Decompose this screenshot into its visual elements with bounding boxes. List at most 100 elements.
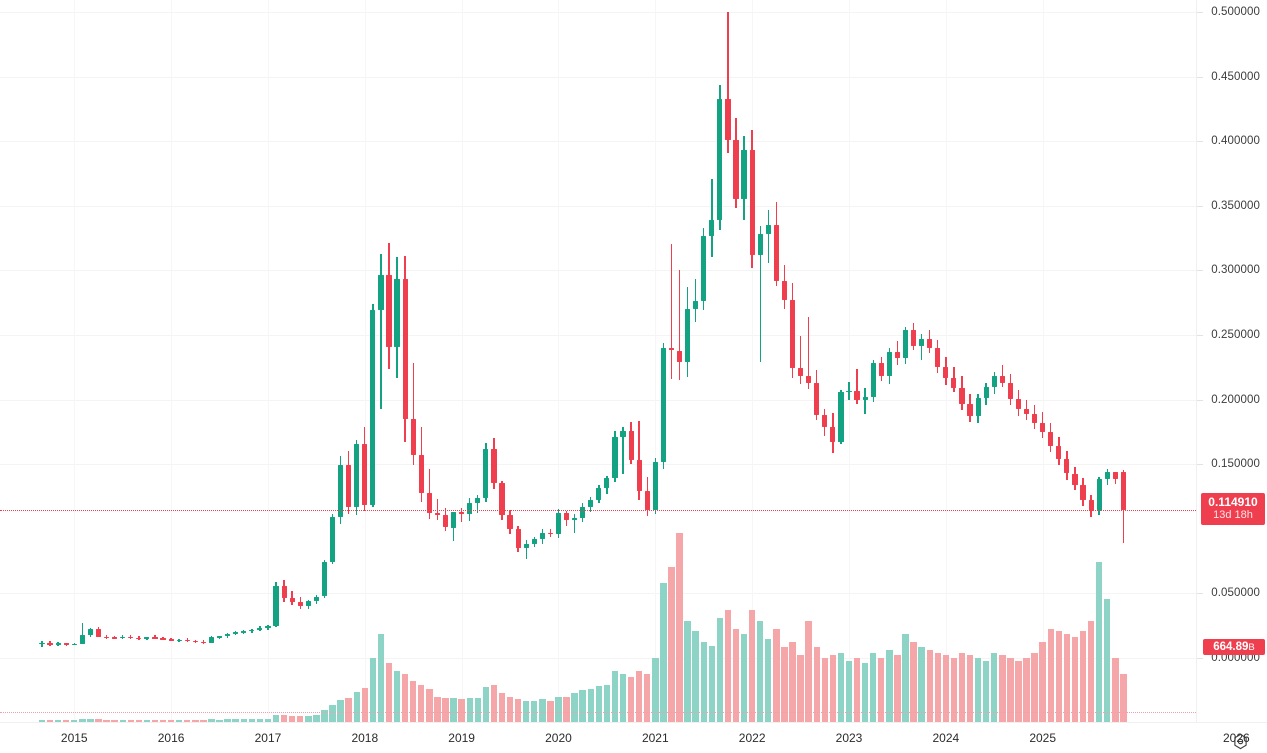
candle-body [346,465,352,507]
volume-bar [789,642,796,722]
candle-body [886,351,892,376]
candle-body [676,350,683,363]
candle-body [257,628,263,631]
volume-bar [1104,599,1111,722]
candle-body [321,561,328,597]
time-axis-label: 2018 [351,731,379,745]
candle-body [588,500,594,507]
volume-bar [603,684,611,722]
volume-bar [700,642,707,722]
price-axis-tick [1197,399,1203,401]
candle-body [1023,408,1030,415]
volume-bar [1112,658,1119,722]
volume-bar [240,719,247,722]
candle-wick [807,316,810,390]
price-axis-label: 0.400000 [1211,135,1260,148]
volume-bar [442,698,449,722]
volume-bar [853,658,861,722]
candle-wick [711,178,713,257]
volume-bar [79,718,86,722]
current-volume-badge[interactable]: 664.89B [1203,639,1265,655]
gridline-vertical [364,0,366,722]
candle-body [644,490,650,510]
volume-bar [716,618,724,722]
candle-body [725,98,731,140]
volume-bar [547,700,554,722]
candle-body [281,586,287,598]
price-axis-tick [1197,76,1203,78]
volume-bar [1063,634,1071,722]
candle-body [1040,423,1046,433]
time-axis[interactable]: 2015 2016 2017 2018 2019 2020 2021 2022 2023 2024… [0,722,1267,753]
volume-bar [248,719,255,722]
volume-bar [1120,674,1127,722]
volume-bar [644,674,651,722]
gridline-horizontal [0,658,1196,659]
volume-bar [321,709,328,722]
volume-bar [958,652,966,722]
candle-body [1048,432,1054,447]
volume-bar [200,720,207,722]
volume-bar [894,655,901,722]
candle-body [612,436,618,479]
price-axis[interactable]: 0.500000 0.450000 0.400000 0.350000 0.300000… [1196,0,1267,722]
bar-countdown: 13d 18h [1213,508,1253,521]
candle-body [160,638,166,640]
candle-wick [477,495,479,514]
candle-body [1007,383,1013,399]
time-axis-label: 2020 [545,731,572,745]
volume-bar [942,655,950,722]
candle-body [475,498,481,504]
candle-body [862,397,868,400]
gridline-horizontal [0,270,1196,272]
price-chart-plot[interactable] [0,0,1196,722]
volume-bar [1079,631,1087,722]
candle-body [878,363,884,376]
candle-body [668,347,675,351]
candle-wick [573,513,576,533]
volume-bar [982,660,990,722]
candle-body [273,586,279,626]
volume-bar [87,719,94,722]
candle-body [531,539,537,545]
volume-bar [450,698,457,722]
volume-bar [765,639,772,722]
volume-bar [410,680,417,722]
volume-bar [668,567,675,722]
volume-bar [966,655,974,722]
volume-bar [974,658,982,722]
volume-bar [740,634,748,722]
candle-body [152,637,158,639]
candle-body [1088,500,1094,512]
volume-bar [1095,562,1103,722]
candle-wick [1114,474,1116,484]
volume-bar [886,650,893,722]
volume-bar [111,720,118,722]
current-volume-value: 664.89 [1213,641,1249,653]
volume-bar [902,634,909,722]
candle-body [991,376,997,388]
candle-wick [436,499,439,520]
volume-bar [757,620,764,722]
candle-wick [848,381,850,400]
candle-body [362,443,368,505]
volume-bar [498,692,506,722]
candle-body [329,517,336,562]
candle-body [806,375,812,383]
current-price-value: 0.114910 [1208,494,1258,509]
candle-body [636,460,642,491]
volume-bar [595,686,603,722]
current-price-badge[interactable]: 0.114910 13d 18h [1201,492,1265,525]
candle-body [216,636,223,638]
candle-wick [864,387,866,415]
realtime-target-icon[interactable] [1232,733,1249,750]
time-axis-label: 2015 [60,731,88,745]
gridline-vertical [461,0,463,722]
candle-body [402,278,408,419]
volume-bar [393,671,401,722]
gridline-horizontal [0,205,1196,207]
volume-bar [135,720,143,722]
current-volume-unit: B [1248,642,1255,653]
candle-body [63,643,69,645]
price-axis-label: 0.250000 [1211,329,1260,341]
